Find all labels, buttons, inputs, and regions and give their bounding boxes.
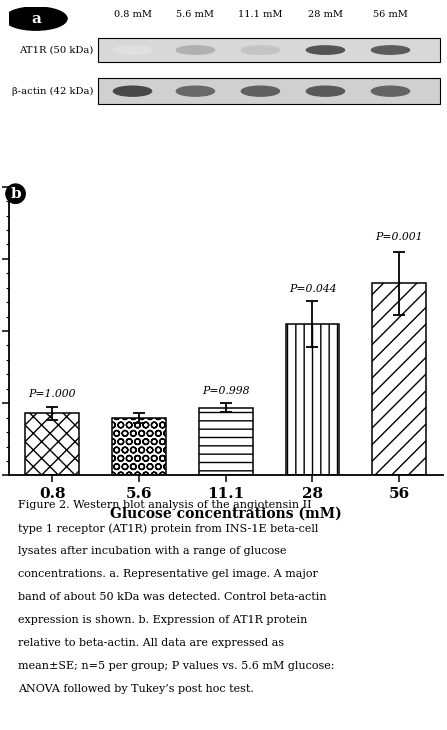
Text: 56 mM: 56 mM — [373, 10, 408, 19]
Ellipse shape — [114, 86, 152, 96]
Text: expression is shown. b. Expression of AT1R protein: expression is shown. b. Expression of AT… — [17, 615, 307, 625]
Ellipse shape — [306, 46, 345, 54]
Text: lysates after incubation with a range of glucose: lysates after incubation with a range of… — [17, 546, 286, 556]
Text: Figure 2. Western blot analysis of the angiotensin II: Figure 2. Western blot analysis of the a… — [17, 500, 311, 510]
Text: 11.1 mM: 11.1 mM — [238, 10, 283, 19]
Text: β-actin (42 kDa): β-actin (42 kDa) — [12, 87, 93, 96]
Text: 0.8 mM: 0.8 mM — [114, 10, 152, 19]
Ellipse shape — [371, 86, 409, 96]
Text: P=0.998: P=0.998 — [202, 386, 249, 396]
Text: concentrations. a. Representative gel image. A major: concentrations. a. Representative gel im… — [17, 569, 317, 579]
Bar — [286, 324, 339, 475]
Text: b: b — [10, 187, 21, 201]
Text: type 1 receptor (AT1R) protein from INS-1E beta-cell: type 1 receptor (AT1R) protein from INS-… — [17, 523, 318, 534]
Text: 5.6 mM: 5.6 mM — [177, 10, 215, 19]
Bar — [25, 413, 79, 475]
Text: 28 mM: 28 mM — [308, 10, 343, 19]
Text: P=0.001: P=0.001 — [375, 231, 423, 242]
Text: relative to beta-actin. All data are expressed as: relative to beta-actin. All data are exp… — [17, 638, 284, 648]
Text: band of about 50 kDa was detected. Control beta-actin: band of about 50 kDa was detected. Contr… — [17, 592, 326, 602]
Bar — [112, 418, 166, 475]
Ellipse shape — [176, 86, 215, 96]
Ellipse shape — [241, 46, 279, 54]
Bar — [372, 283, 426, 475]
Bar — [98, 38, 440, 62]
Circle shape — [4, 7, 67, 30]
X-axis label: Glucose concentrations (mM): Glucose concentrations (mM) — [110, 507, 342, 520]
Ellipse shape — [176, 46, 215, 54]
Ellipse shape — [306, 86, 345, 96]
Text: AT1R (50 kDa): AT1R (50 kDa) — [19, 45, 93, 55]
Text: P=0.044: P=0.044 — [289, 283, 336, 293]
Ellipse shape — [241, 86, 279, 96]
Text: P=1.000: P=1.000 — [29, 389, 76, 399]
Text: a: a — [31, 12, 41, 26]
Ellipse shape — [114, 46, 152, 54]
Ellipse shape — [371, 46, 409, 54]
Text: ANOVA followed by Tukey’s post hoc test.: ANOVA followed by Tukey’s post hoc test. — [17, 684, 253, 693]
Bar — [98, 78, 440, 104]
Bar — [199, 407, 253, 475]
Text: mean±SE; n=5 per group; P values vs. 5.6 mM glucose:: mean±SE; n=5 per group; P values vs. 5.6… — [17, 661, 334, 671]
